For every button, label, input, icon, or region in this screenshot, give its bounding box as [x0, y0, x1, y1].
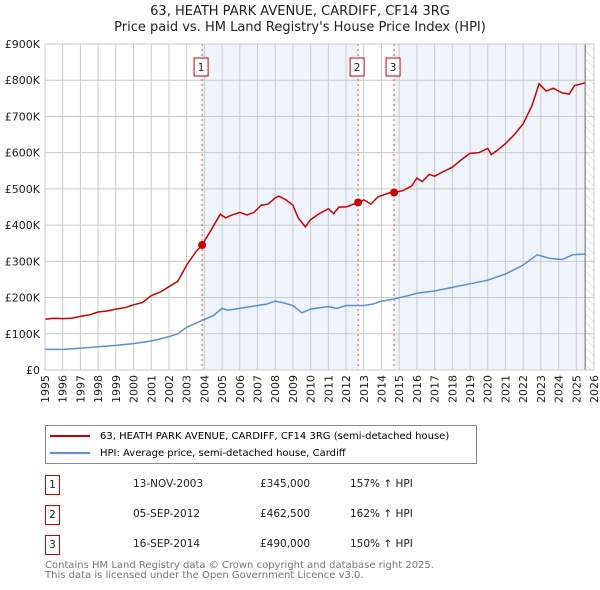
legend-label: 63, HEATH PARK AVENUE, CARDIFF, CF14 3RG… — [100, 430, 450, 442]
sale-marker-label: 2 — [354, 62, 361, 74]
sale-date: 16-SEP-2014 — [133, 538, 201, 550]
y-tick-label: £700K — [5, 110, 41, 123]
sale-date: 05-SEP-2012 — [133, 508, 201, 520]
x-tick-label: 2021 — [499, 375, 512, 403]
sale-price: £462,500 — [260, 508, 311, 520]
x-tick-label: 2026 — [588, 375, 600, 403]
plot-area: 1995 1996 1997 1998 1999 2000 2001 2002 2003 2004… — [5, 38, 600, 403]
sale-marker-label: 3 — [45, 535, 60, 555]
x-tick-label: 2006 — [234, 375, 247, 403]
sale-marker-label: 1 — [198, 62, 205, 74]
y-tick-label: £600K — [5, 147, 41, 160]
sale-marker-label: 3 — [390, 62, 397, 74]
sale-price: £345,000 — [260, 478, 311, 490]
y-tick-label: £900K — [5, 38, 41, 51]
chart-title: 63, HEATH PARK AVENUE, CARDIFF, CF14 3RG — [150, 4, 450, 19]
sale-hpi: 162% ↑ HPI — [350, 508, 413, 520]
x-tick-label: 2007 — [252, 375, 265, 403]
y-tick-label: £500K — [5, 183, 41, 196]
sale-date: 13-NOV-2003 — [133, 478, 204, 490]
series-line — [45, 253, 586, 351]
legend: 63, HEATH PARK AVENUE, CARDIFF, CF14 3RG… — [45, 425, 477, 464]
legend-label: HPI: Average price, semi-detached house,… — [100, 447, 346, 459]
y-tick-label: £200K — [5, 292, 41, 305]
x-tick-label: 2013 — [358, 375, 371, 403]
x-tick-label: 2020 — [482, 375, 495, 403]
y-tick-label: £400K — [5, 219, 41, 232]
x-tick-label: 2001 — [145, 375, 158, 403]
shaded-period — [202, 44, 359, 370]
x-tick-label: 2005 — [216, 375, 229, 403]
sale-marker-label: 2 — [45, 505, 60, 525]
x-tick-label: 2010 — [305, 375, 318, 403]
x-tick-label: 2008 — [269, 375, 282, 403]
series-line — [44, 82, 586, 321]
plot-border — [44, 43, 595, 371]
sale-marker-box — [193, 57, 209, 77]
x-tick-label: 2017 — [429, 375, 442, 403]
x-tick-label: 1998 — [92, 375, 105, 403]
x-tick-label: 2002 — [163, 375, 176, 403]
y-tick-label: £0 — [26, 364, 40, 377]
x-tick-label: 2000 — [128, 375, 141, 403]
x-tick-label: 1999 — [110, 375, 123, 403]
footer-copyright: Contains HM Land Registry data © Crown c… — [45, 560, 434, 571]
sale-row: 1 13-NOV-2003 £345,000 157% ↑ HPI — [45, 475, 445, 495]
footer: Contains HM Land Registry data © Crown c… — [45, 561, 434, 581]
x-tick-label: 2023 — [535, 375, 548, 403]
y-tick-label: £100K — [5, 328, 41, 341]
x-tick-label: 2003 — [181, 375, 194, 403]
x-tick-label: 2018 — [446, 375, 459, 403]
sale-point — [390, 188, 399, 197]
x-tick-label: 2025 — [570, 375, 583, 403]
x-tick-label: 1997 — [74, 375, 87, 403]
legend-swatch-red — [50, 435, 90, 437]
future-hatch — [585, 44, 594, 370]
sale-hpi: 150% ↑ HPI — [350, 538, 413, 550]
shaded-period — [394, 44, 586, 370]
x-tick-label: 2016 — [411, 375, 424, 403]
legend-swatch-blue — [50, 452, 90, 454]
x-tick-label: 2022 — [517, 375, 530, 403]
x-tick-label: 2012 — [340, 375, 353, 403]
y-tick-label: £800K — [5, 74, 41, 87]
chart-subtitle: Price paid vs. HM Land Registry's House … — [114, 20, 486, 35]
x-tick-label: 2014 — [375, 375, 388, 403]
x-tick-label: 1995 — [39, 375, 52, 403]
x-tick-label: 2019 — [464, 375, 477, 403]
footer-licence: This data is licensed under the Open Gov… — [45, 570, 364, 581]
sale-price: £490,000 — [260, 538, 311, 550]
x-tick-label: 2009 — [287, 375, 300, 403]
sale-marker-box — [385, 57, 401, 77]
x-tick-label: 2011 — [322, 375, 335, 403]
x-tick-label: 2024 — [553, 375, 566, 403]
sale-hpi: 157% ↑ HPI — [350, 478, 413, 490]
x-tick-label: 1996 — [57, 375, 70, 403]
sale-point — [198, 241, 207, 250]
x-tick-label: 2004 — [198, 375, 211, 403]
sale-row: 2 05-SEP-2012 £462,500 162% ↑ HPI — [45, 505, 445, 525]
legend-item-property: 63, HEATH PARK AVENUE, CARDIFF, CF14 3RG… — [50, 428, 449, 444]
sale-marker-label: 1 — [45, 475, 60, 495]
sale-point — [354, 198, 363, 207]
y-tick-label: £300K — [5, 255, 41, 268]
sale-marker-box — [349, 57, 365, 77]
sale-row: 3 16-SEP-2014 £490,000 150% ↑ HPI — [45, 535, 445, 555]
legend-item-hpi: HPI: Average price, semi-detached house,… — [50, 445, 346, 461]
x-tick-label: 2015 — [393, 375, 406, 403]
